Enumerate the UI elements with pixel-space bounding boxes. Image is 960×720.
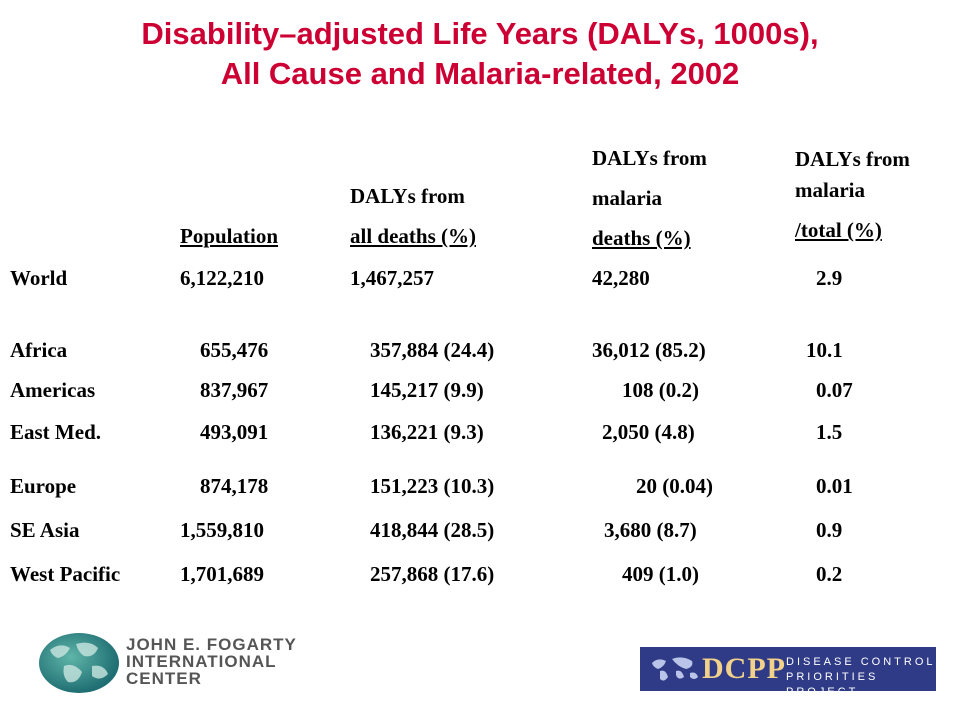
row-all-deaths: 357,884 (24.4): [370, 338, 495, 362]
header-malaria-deaths-line2: malaria: [592, 186, 662, 210]
row-region: West Pacific: [10, 562, 121, 586]
fogarty-line-3: CENTER: [126, 669, 202, 688]
row-region: SE Asia: [10, 518, 80, 542]
row-malaria-total: 2.9: [816, 266, 843, 290]
world-map-icon: [652, 657, 698, 681]
row-malaria-deaths: 20 (0.04): [636, 474, 713, 498]
row-malaria-total: 1.5: [816, 420, 843, 444]
fogarty-line-1: JOHN E. FOGARTY: [126, 635, 297, 654]
row-all-deaths: 151,223 (10.3): [370, 474, 495, 498]
row-all-deaths: 145,217 (9.9): [370, 378, 484, 402]
row-population: 1,559,810: [180, 518, 264, 542]
fogarty-line-2: INTERNATIONAL: [126, 652, 277, 671]
title-line-1: Disability–adjusted Life Years (DALYs, 1…: [141, 16, 819, 51]
row-all-deaths: 418,844 (28.5): [370, 518, 495, 542]
slide-title: Disability–adjusted Life Years (DALYs, 1…: [0, 14, 960, 94]
dcpp-subtitle: DISEASE CONTROL PRIORITIES PROJECT: [786, 655, 936, 700]
row-malaria-deaths: 2,050 (4.8): [602, 420, 695, 444]
row-malaria-total: 0.2: [816, 562, 843, 586]
row-malaria-deaths: 409 (1.0): [622, 562, 699, 586]
fogarty-wordmark: JOHN E. FOGARTY INTERNATIONAL CENTER: [126, 636, 297, 687]
header-population: Population: [180, 224, 279, 248]
row-region: Africa: [10, 338, 68, 362]
dalys-table: Population DALYs from all deaths (%) DAL…: [10, 146, 910, 586]
row-region: East Med.: [10, 420, 101, 444]
row-region: Americas: [10, 378, 96, 402]
row-all-deaths: 257,868 (17.6): [370, 562, 495, 586]
header-malaria-total-line3: /total (%): [795, 218, 882, 242]
row-malaria-deaths: 108 (0.2): [622, 378, 699, 402]
row-all-deaths: 136,221 (9.3): [370, 420, 484, 444]
dcpp-logo: DCPP DISEASE CONTROL PRIORITIES PROJECT: [640, 647, 936, 698]
row-malaria-total: 0.9: [816, 518, 843, 542]
title-line-2: All Cause and Malaria-related, 2002: [220, 56, 740, 91]
globe-icon: [39, 633, 119, 693]
row-malaria-deaths: 36,012 (85.2): [592, 338, 706, 362]
row-malaria-total: 10.1: [806, 338, 843, 362]
dcpp-wordmark: DCPP: [702, 652, 786, 685]
fogarty-logo: JOHN E. FOGARTY INTERNATIONAL CENTER: [38, 632, 318, 694]
dcpp-subtitle-line-1: DISEASE CONTROL: [786, 656, 936, 668]
header-malaria-deaths-line1: DALYs from: [592, 146, 707, 170]
row-population: 493,091: [200, 420, 269, 444]
header-malaria-total-line1: DALYs from: [795, 147, 910, 171]
row-malaria-total: 0.01: [816, 474, 853, 498]
row-malaria-total: 0.07: [816, 378, 853, 402]
row-malaria-deaths: 3,680 (8.7): [604, 518, 697, 542]
row-region: Europe: [10, 474, 77, 498]
row-population: 874,178: [200, 474, 269, 498]
row-malaria-deaths: 42,280: [592, 266, 650, 290]
row-population: 1,701,689: [180, 562, 264, 586]
row-population: 837,967: [200, 378, 269, 402]
header-malaria-deaths-line3: deaths (%): [592, 226, 691, 250]
dcpp-subtitle-line-2: PRIORITIES PROJECT: [786, 671, 879, 698]
header-all-deaths-line2: all deaths (%): [350, 224, 476, 248]
row-population: 6,122,210: [180, 266, 264, 290]
row-region: World: [10, 266, 68, 290]
row-all-deaths: 1,467,257: [350, 266, 434, 290]
header-malaria-total-line2: malaria: [795, 178, 865, 202]
header-all-deaths-line1: DALYs from: [350, 184, 465, 208]
row-population: 655,476: [200, 338, 269, 362]
